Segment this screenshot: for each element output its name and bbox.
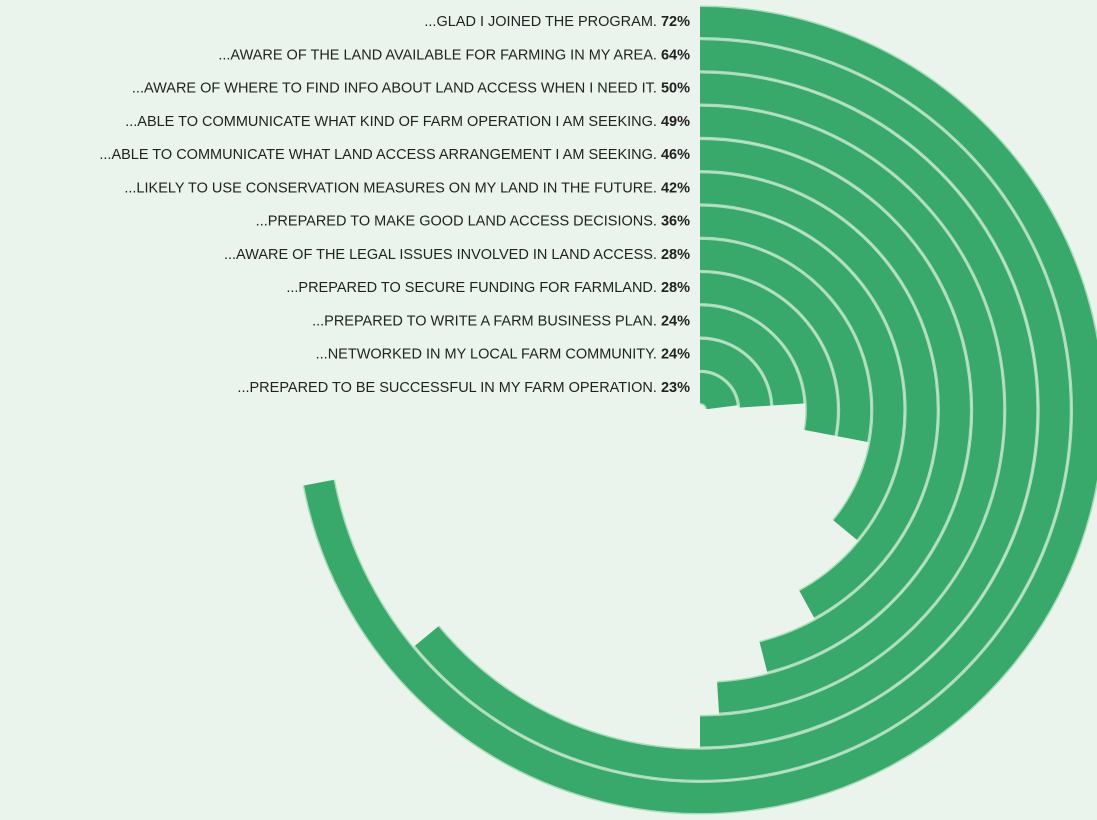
value-label: 24% (661, 347, 690, 363)
arc-bar (699, 339, 771, 409)
arc-bar (699, 206, 904, 540)
bar-label: ...PREPARED TO MAKE GOOD LAND ACCESS DEC… (256, 213, 690, 229)
category-label: ...AWARE OF WHERE TO FIND INFO ABOUT LAN… (132, 80, 657, 96)
bar-label: ...LIKELY TO USE CONSERVATION MEASURES O… (124, 180, 690, 196)
arc-bar (698, 372, 737, 411)
arc-bar (699, 106, 1004, 713)
category-label: ...ABLE TO COMMUNICATE WHAT LAND ACCESS … (99, 147, 657, 163)
arc-bar (415, 40, 1070, 780)
value-label: 72% (661, 14, 690, 30)
arc-bar (304, 7, 1097, 813)
value-label: 36% (661, 213, 690, 229)
value-label: 28% (661, 280, 690, 296)
bar-label: ...NETWORKED IN MY LOCAL FARM COMMUNITY.… (316, 347, 690, 363)
value-label: 23% (661, 380, 690, 396)
bar-label: ...PREPARED TO WRITE A FARM BUSINESS PLA… (312, 313, 690, 329)
bar-label: ...AWARE OF THE LEGAL ISSUES INVOLVED IN… (224, 247, 690, 263)
category-label: ...AWARE OF THE LEGAL ISSUES INVOLVED IN… (224, 247, 657, 263)
category-label: ...LIKELY TO USE CONSERVATION MEASURES O… (124, 180, 657, 196)
category-label: ...PREPARED TO MAKE GOOD LAND ACCESS DEC… (256, 213, 657, 229)
value-label: 24% (661, 313, 690, 329)
category-label: ...PREPARED TO WRITE A FARM BUSINESS PLA… (312, 313, 657, 329)
value-label: 50% (661, 80, 690, 96)
bar-label: ...PREPARED TO BE SUCCESSFUL IN MY FARM … (237, 380, 690, 396)
arc-bar (699, 73, 1037, 747)
bar-label: ...ABLE TO COMMUNICATE WHAT LAND ACCESS … (99, 147, 690, 163)
category-label: ...PREPARED TO BE SUCCESSFUL IN MY FARM … (237, 380, 657, 396)
bar-label: ...AWARE OF THE LAND AVAILABLE FOR FARMI… (218, 47, 690, 63)
value-label: 28% (661, 247, 690, 263)
bar-label: ...PREPARED TO SECURE FUNDING FOR FARMLA… (286, 280, 690, 296)
arc-bar (699, 306, 804, 406)
category-label: ...AWARE OF THE LAND AVAILABLE FOR FARMI… (218, 47, 657, 63)
category-label: ...NETWORKED IN MY LOCAL FARM COMMUNITY. (316, 347, 657, 363)
value-label: 49% (661, 114, 690, 130)
category-label: ...PREPARED TO SECURE FUNDING FOR FARMLA… (286, 280, 657, 296)
value-label: 46% (661, 147, 690, 163)
arc-bar (699, 239, 871, 442)
bar-label: ...ABLE TO COMMUNICATE WHAT KIND OF FARM… (125, 114, 690, 130)
category-label: ...ABLE TO COMMUNICATE WHAT KIND OF FARM… (125, 114, 657, 130)
value-label: 64% (661, 47, 690, 63)
arc-bar (699, 273, 837, 436)
value-label: 42% (661, 180, 690, 196)
arc-bar (699, 173, 937, 618)
category-label: ...GLAD I JOINED THE PROGRAM. (424, 14, 657, 30)
arc-bar (699, 140, 970, 672)
bar-label: ...AWARE OF WHERE TO FIND INFO ABOUT LAN… (132, 80, 690, 96)
bar-label: ...GLAD I JOINED THE PROGRAM. 72% (424, 14, 690, 30)
